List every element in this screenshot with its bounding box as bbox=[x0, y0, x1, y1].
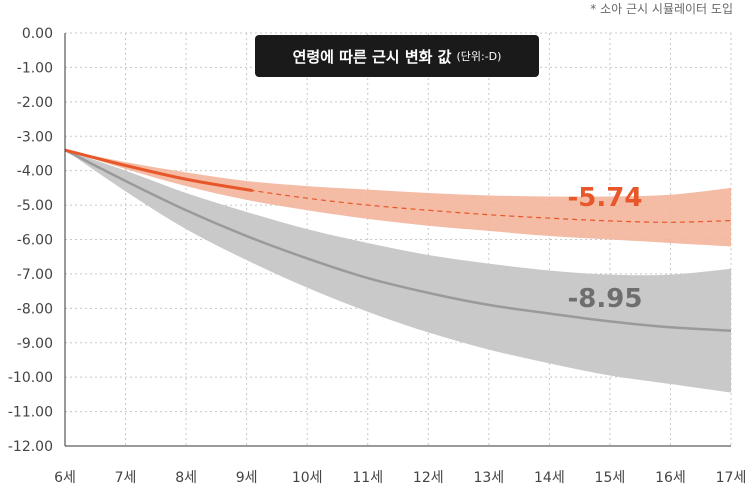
confidence-bands bbox=[65, 150, 731, 393]
y-tick-label: -2.00 bbox=[17, 95, 53, 111]
chart-title-box: 연령에 따른 근시 변화 값 (단위:-D) bbox=[255, 35, 539, 77]
chart-title: 연령에 따른 근시 변화 값 bbox=[292, 47, 452, 66]
x-tick-label: 15세 bbox=[595, 470, 626, 484]
y-tick-label: -12.00 bbox=[8, 439, 53, 455]
y-tick-label: -6.00 bbox=[17, 233, 53, 249]
chart-title-unit: (단위:-D) bbox=[456, 50, 502, 63]
orange-series-label: -5.74 bbox=[568, 183, 643, 213]
x-tick-label: 17세 bbox=[716, 470, 747, 484]
x-tick-label: 12세 bbox=[413, 470, 444, 484]
gray-mean-line bbox=[64, 148, 732, 332]
y-tick-label: -5.00 bbox=[17, 198, 53, 214]
y-tick-label: -3.00 bbox=[17, 129, 53, 145]
axes bbox=[64, 33, 731, 447]
orange-band bbox=[65, 150, 731, 247]
x-tick-label: 11세 bbox=[352, 470, 383, 484]
y-tick-label: 0.00 bbox=[22, 26, 53, 42]
orange-mean-solid-line bbox=[64, 148, 253, 193]
y-tick-label: -1.00 bbox=[17, 60, 53, 76]
x-tick-label: 10세 bbox=[292, 470, 323, 484]
y-tick-label: -8.00 bbox=[17, 301, 53, 317]
x-tick-label: 7세 bbox=[115, 470, 137, 484]
x-tick-label: 8세 bbox=[175, 470, 197, 484]
y-tick-label: -11.00 bbox=[8, 405, 53, 421]
x-tick-labels: 6세 7세 8세 9세 10세 11세 12세 13세 14세 15세 16세 17세 bbox=[54, 470, 746, 484]
y-tick-label: -10.00 bbox=[8, 370, 53, 386]
x-tick-label: 9세 bbox=[236, 470, 258, 484]
y-tick-label: -4.00 bbox=[17, 164, 53, 180]
x-tick-label: 6세 bbox=[54, 470, 76, 484]
y-tick-labels: 0.00 -1.00 -2.00 -3.00 -4.00 -5.00 -6.00 -7.00 -… bbox=[8, 26, 53, 455]
gray-series-label: -8.95 bbox=[568, 284, 643, 314]
x-tick-label: 14세 bbox=[534, 470, 565, 484]
x-tick-label: 16세 bbox=[655, 470, 686, 484]
simulator-note: * 소아 근시 시뮬레이터 도입 bbox=[590, 2, 733, 16]
series-lines bbox=[64, 148, 732, 332]
x-tick-label: 13세 bbox=[473, 470, 504, 484]
gray-band bbox=[65, 150, 731, 393]
y-tick-label: -9.00 bbox=[17, 336, 53, 352]
y-tick-label: -7.00 bbox=[17, 267, 53, 283]
